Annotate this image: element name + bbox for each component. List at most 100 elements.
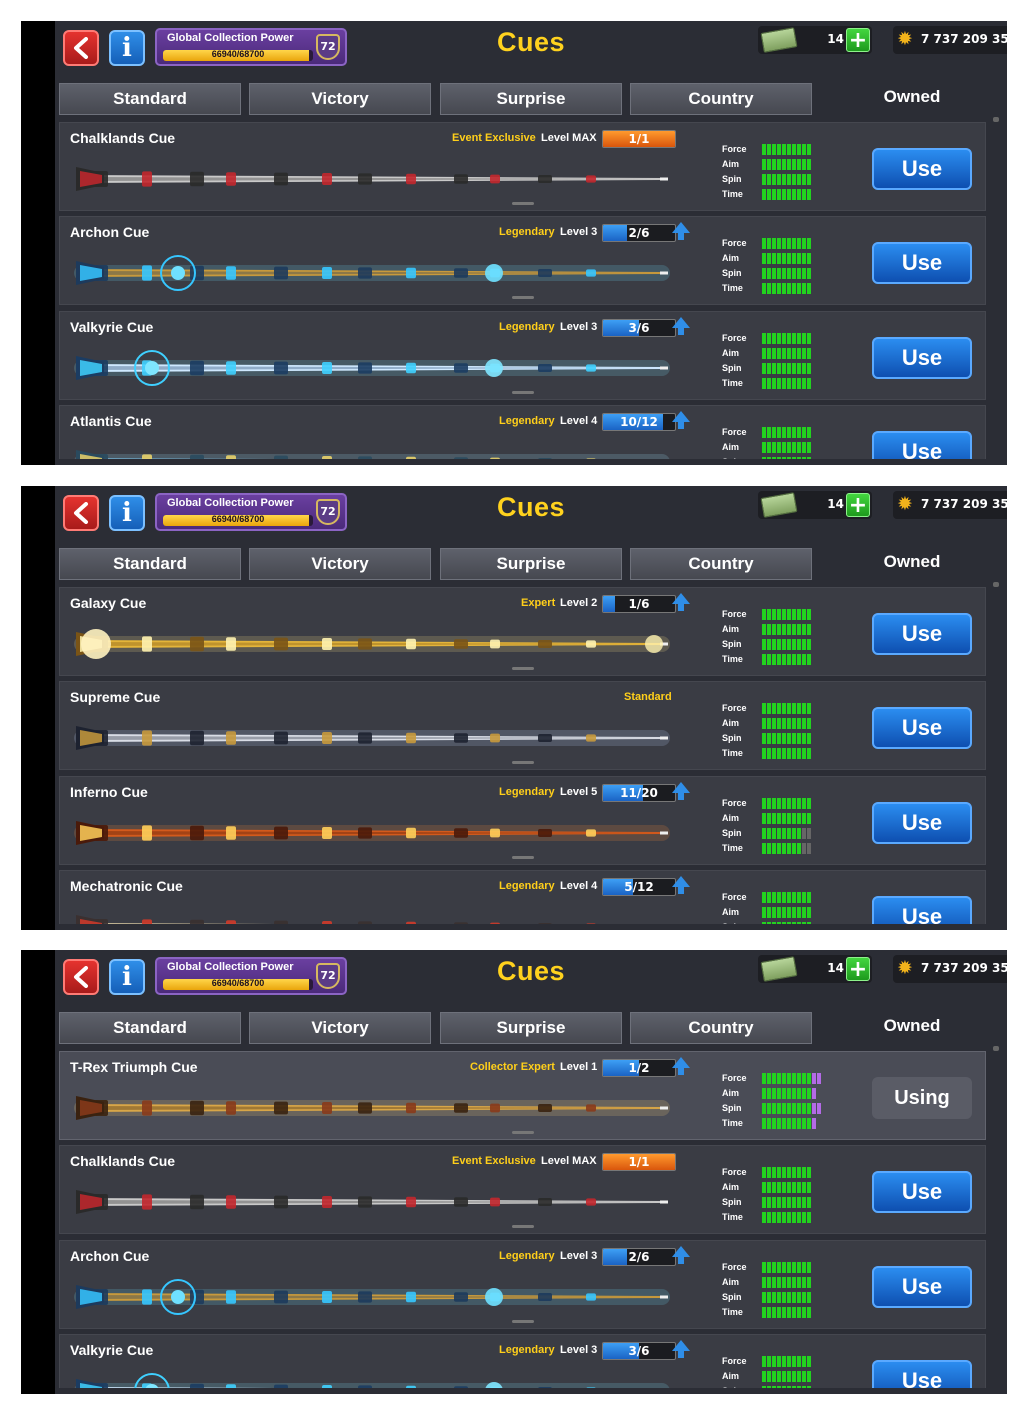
use-button[interactable]: Use [872,896,972,924]
stat-label-aim: Aim [722,442,740,452]
stat-segment [792,348,796,359]
global-collection-power[interactable]: Global Collection Power 66940/68700 72 [155,28,347,66]
stat-segment [797,1277,801,1288]
use-button[interactable]: Use [872,431,972,459]
stat-segment [807,1088,811,1099]
stat-segment [802,378,806,389]
stat-segment [772,1371,776,1382]
stat-bars-spin [762,1386,811,1388]
stat-segment [767,733,771,744]
cue-row[interactable]: Atlantis Cue Legendary Level 4 10/12 Force Ai… [59,405,986,459]
cue-row[interactable]: Chalklands Cue Event Exclusive Level MAX 1/… [59,122,986,211]
tab-surprise[interactable]: Surprise [440,83,622,115]
use-button[interactable]: Use [872,337,972,379]
tab-country[interactable]: Country [630,548,812,580]
cue-row[interactable]: Chalklands Cue Event Exclusive Level MAX 1/… [59,1145,986,1234]
back-button[interactable] [63,959,99,995]
tab-surprise[interactable]: Surprise [440,1012,622,1044]
stat-segment [767,1073,771,1084]
upgrade-arrow-icon[interactable] [672,222,690,240]
upgrade-arrow-icon[interactable] [672,317,690,335]
stat-segment [802,1073,806,1084]
tab-country[interactable]: Country [630,83,812,115]
cue-row[interactable]: Archon Cue Legendary Level 3 2/6 Force Aim Spi… [59,216,986,305]
stat-segment [777,907,781,918]
upgrade-arrow-icon[interactable] [672,876,690,894]
stat-segment [807,427,811,438]
add-cash-button[interactable]: + [846,957,870,981]
back-button[interactable] [63,30,99,66]
stat-segment [797,1073,801,1084]
tab-country[interactable]: Country [630,1012,812,1044]
stat-segment [797,892,801,903]
stat-segment [807,703,811,714]
add-cash-button[interactable]: + [846,28,870,52]
tab-owned[interactable]: Owned [821,81,1003,117]
stat-segment [792,1307,796,1318]
use-button[interactable]: Use [872,242,972,284]
cue-row[interactable]: Inferno Cue Legendary Level 5 11/20 Force Aim… [59,776,986,865]
stat-segment [797,174,801,185]
tab-victory[interactable]: Victory [249,1012,431,1044]
global-collection-power[interactable]: Global Collection Power 66940/68700 72 [155,957,347,995]
upgrade-arrow-icon[interactable] [672,411,690,429]
stat-segment [797,1386,801,1388]
stat-segment [787,892,791,903]
upgrade-arrow-icon[interactable] [672,1057,690,1075]
stat-segment [762,174,766,185]
stat-segment [802,1182,806,1193]
cue-row[interactable]: Valkyrie Cue Legendary Level 3 3/6 Force Aim S… [59,1334,986,1388]
global-collection-power[interactable]: Global Collection Power 66940/68700 72 [155,493,347,531]
stat-segment [807,748,811,759]
scrollbar[interactable] [993,582,999,587]
collection-power-label: Global Collection Power [167,961,294,973]
stat-segment [802,1307,806,1318]
stat-segment [787,457,791,459]
back-button[interactable] [63,495,99,531]
row-divider-handle [512,1225,534,1228]
use-button[interactable]: Use [872,148,972,190]
stat-segment [797,654,801,665]
tab-standard[interactable]: Standard [59,1012,241,1044]
use-button[interactable]: Use [872,707,972,749]
tab-surprise[interactable]: Surprise [440,548,622,580]
using-button[interactable]: Using [872,1077,972,1119]
scrollbar[interactable] [993,1046,999,1051]
tab-owned[interactable]: Owned [821,1010,1003,1046]
upgrade-arrow-icon[interactable] [672,1340,690,1358]
cue-row[interactable]: Supreme Cue Standard Force Aim Spin Time Use [59,681,986,770]
stat-segment [807,144,811,155]
cue-row[interactable]: Valkyrie Cue Legendary Level 3 3/6 Force Aim S… [59,311,986,400]
upgrade-arrow-icon[interactable] [672,782,690,800]
upgrade-arrow-icon[interactable] [672,593,690,611]
add-cash-button[interactable]: + [846,493,870,517]
use-button[interactable]: Use [872,613,972,655]
tab-victory[interactable]: Victory [249,548,431,580]
info-button[interactable]: i [109,495,145,531]
stat-segment [772,283,776,294]
tab-owned[interactable]: Owned [821,546,1003,582]
stat-segment [787,654,791,665]
stat-segment [797,1118,801,1129]
tab-standard[interactable]: Standard [59,548,241,580]
upgrade-arrow-icon[interactable] [672,1246,690,1264]
use-button[interactable]: Use [872,1360,972,1388]
use-button[interactable]: Use [872,1171,972,1213]
cue-row[interactable]: Mechatronic Cue Legendary Level 4 5/12 Force… [59,870,986,924]
use-button[interactable]: Use [872,1266,972,1308]
info-button[interactable]: i [109,30,145,66]
collection-power-fill [163,515,310,526]
tab-victory[interactable]: Victory [249,83,431,115]
stat-segment [802,1088,806,1099]
cue-row[interactable]: Archon Cue Legendary Level 3 2/6 Force Aim Spi… [59,1240,986,1329]
scrollbar[interactable] [993,117,999,122]
use-button[interactable]: Use [872,802,972,844]
stat-label-force: Force [722,798,747,808]
tab-standard[interactable]: Standard [59,83,241,115]
stat-label-time: Time [722,189,743,199]
cue-row[interactable]: T-Rex Triumph Cue Collector Expert Level 1… [59,1051,986,1140]
stat-bars-force [762,427,811,438]
stat-bars-time [762,283,811,294]
cue-row[interactable]: Galaxy Cue Expert Level 2 1/6 Force Aim Spin Ti… [59,587,986,676]
info-button[interactable]: i [109,959,145,995]
